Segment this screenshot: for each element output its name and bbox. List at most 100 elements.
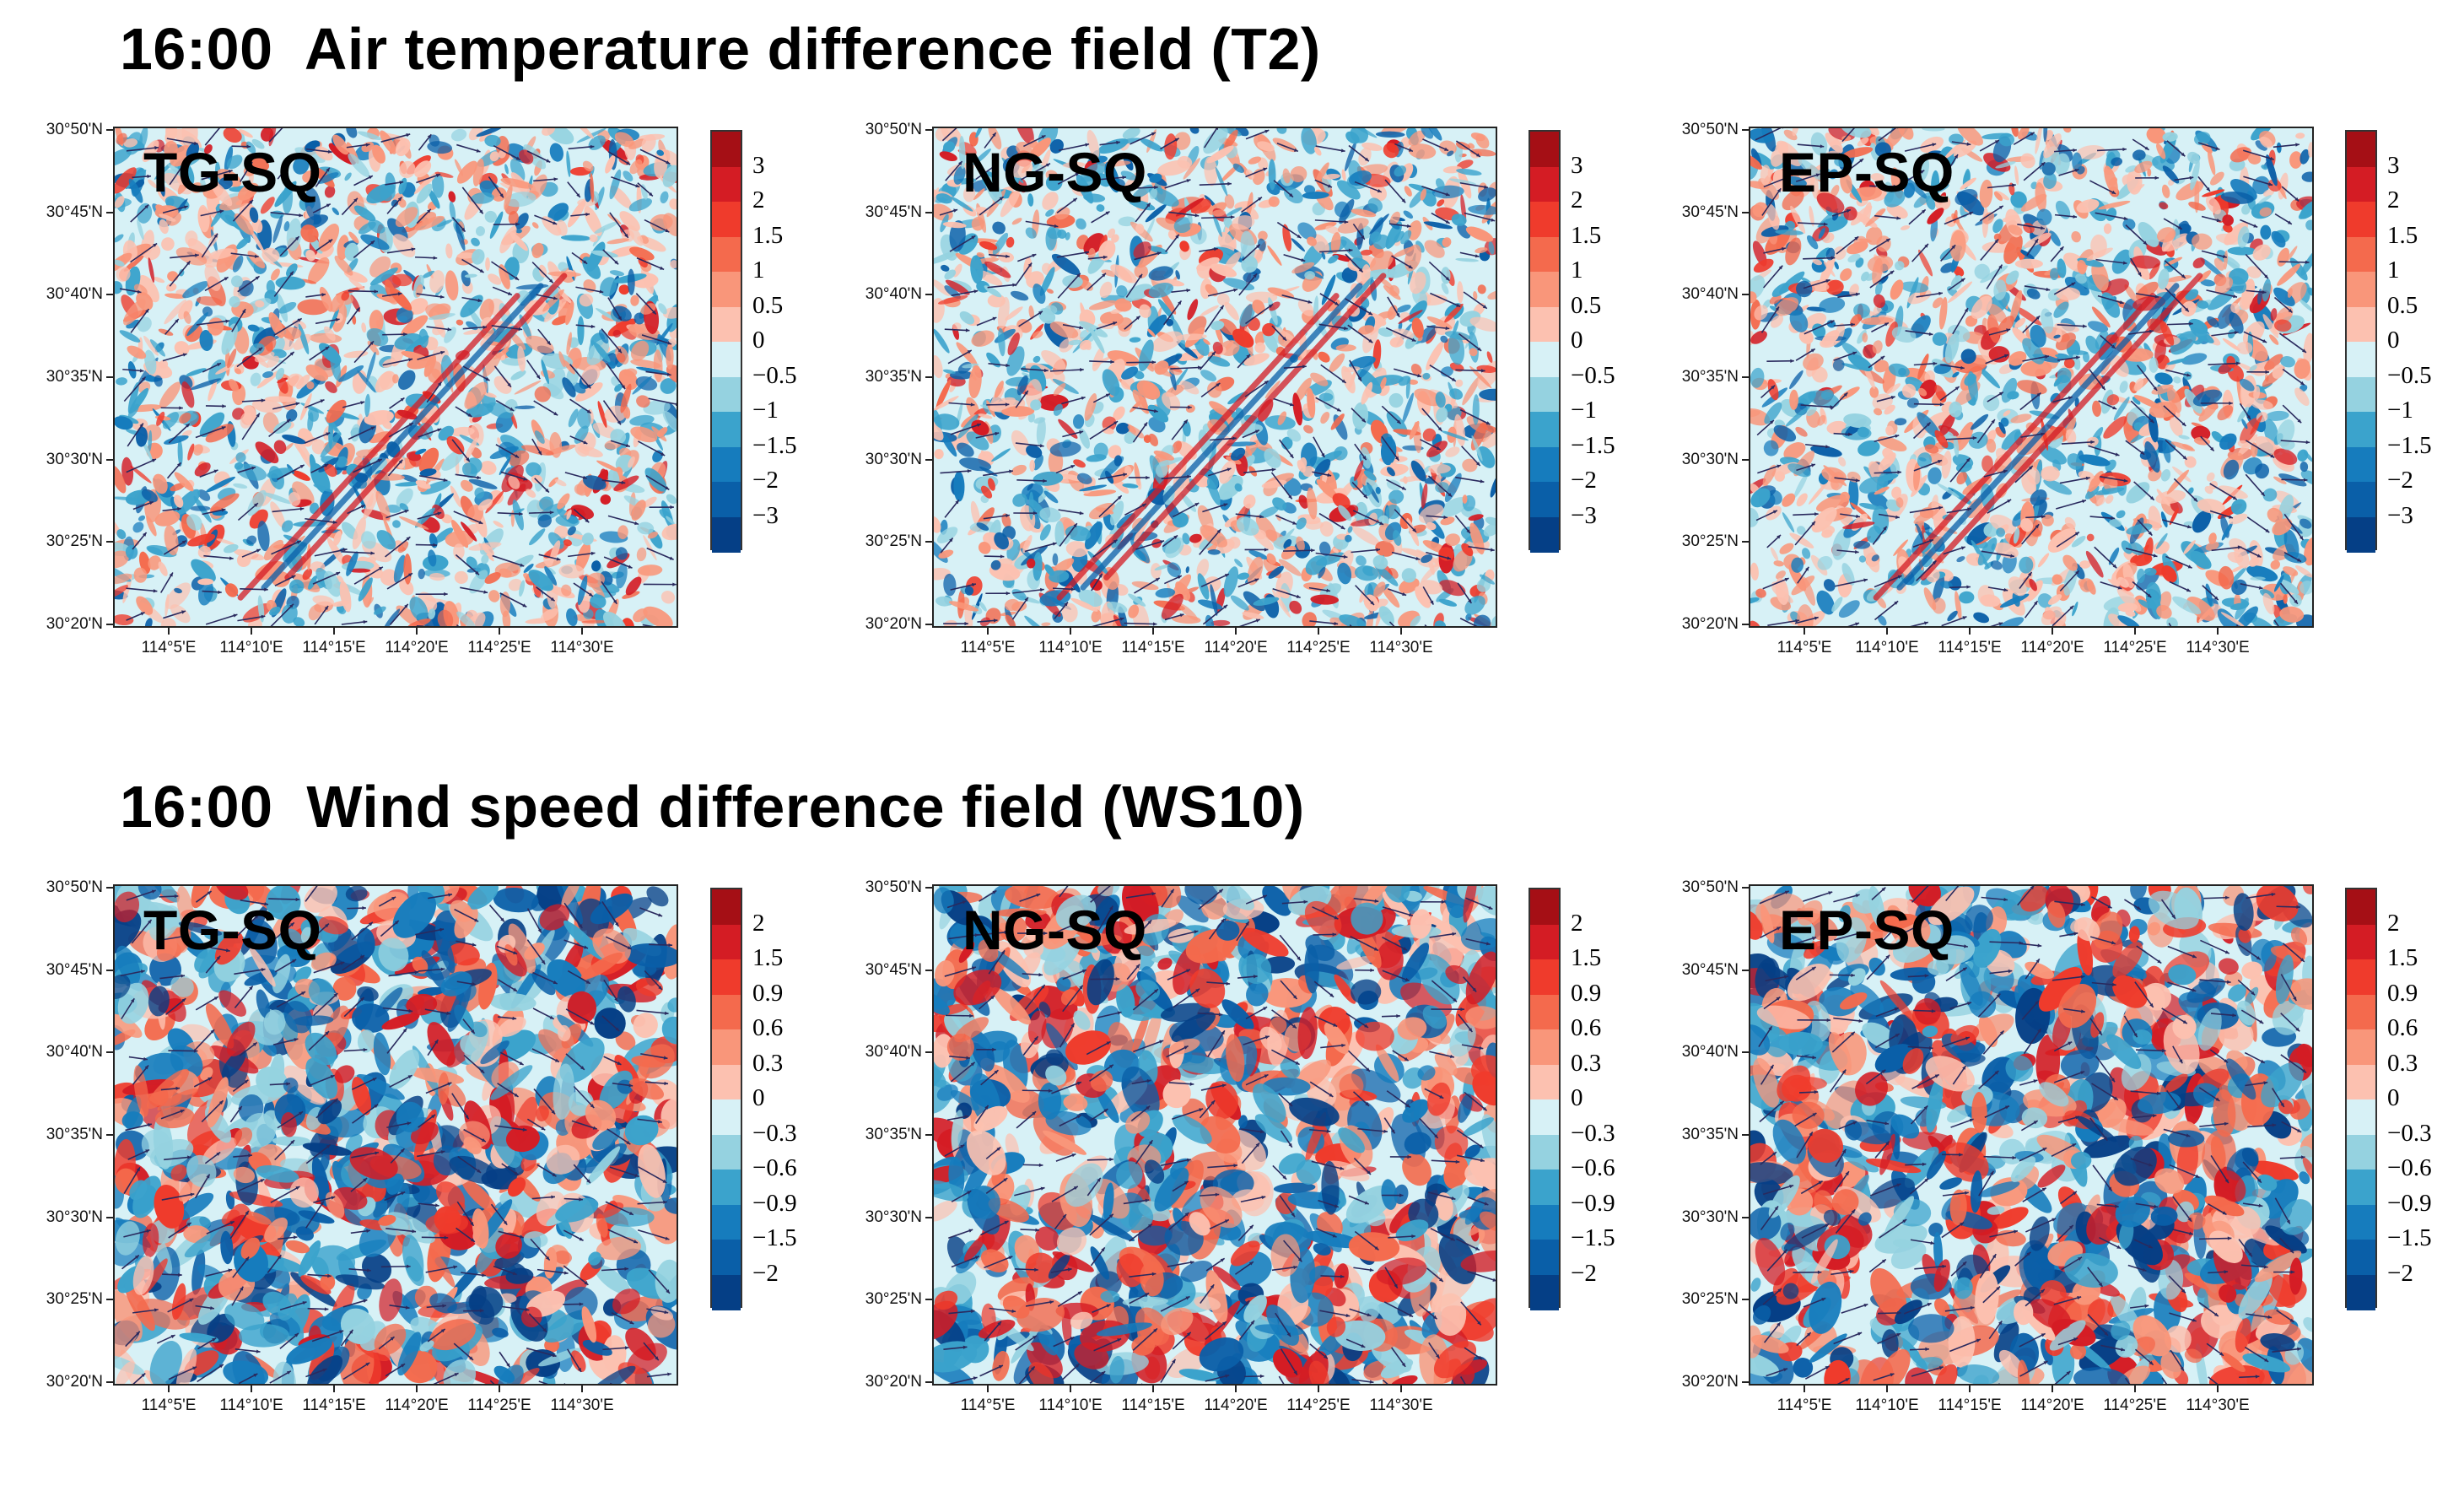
wind-vector <box>526 150 551 163</box>
field-cell <box>1255 515 1278 542</box>
wind-vector-head <box>576 193 580 197</box>
wind-vector <box>195 426 226 439</box>
field-cell <box>450 128 467 142</box>
wind-vector-head <box>1445 192 1450 197</box>
field-cell <box>640 303 656 315</box>
field-cell <box>558 564 585 579</box>
field-cell <box>1297 299 1314 316</box>
field-cell <box>1010 290 1029 301</box>
field-cell <box>348 278 365 291</box>
wind-vector-head <box>444 592 448 597</box>
wind-vector <box>1454 515 1471 534</box>
field-cell <box>542 216 562 236</box>
field-cell <box>934 516 941 533</box>
field-cell <box>647 532 658 539</box>
wind-vector-head <box>1216 529 1221 534</box>
field-cell <box>115 573 132 585</box>
field-cell <box>975 207 989 214</box>
field-cell <box>1045 209 1054 217</box>
field-cell <box>392 374 399 384</box>
wind-vector-head <box>553 177 558 181</box>
field-cell <box>956 342 978 367</box>
wind-vector-head <box>1253 273 1257 278</box>
wind-vector <box>602 400 622 425</box>
wind-vector-head <box>1070 587 1076 592</box>
field-cell <box>485 257 490 271</box>
field-cell <box>1053 383 1066 396</box>
field-cell <box>1283 478 1302 496</box>
field-cell <box>200 177 207 190</box>
wind-vector <box>1458 332 1482 352</box>
field-cell <box>251 138 265 149</box>
wind-vector <box>1097 473 1128 480</box>
field-cell <box>1076 473 1092 484</box>
field-cell <box>1103 170 1108 179</box>
wind-vector <box>1313 436 1325 458</box>
wind-vector-head <box>1223 503 1228 507</box>
field-cell <box>592 228 606 247</box>
wind-vector-head <box>1282 337 1286 341</box>
field-cell <box>1016 141 1033 156</box>
field-cell <box>1147 404 1169 423</box>
field-cell <box>1375 486 1381 494</box>
wind-vector <box>204 276 229 292</box>
wind-vector <box>1130 132 1157 145</box>
field-cell <box>239 280 254 297</box>
wind-vector <box>601 479 626 484</box>
wind-vector-head <box>1194 213 1200 218</box>
wind-vector <box>1429 365 1457 382</box>
field-cell <box>416 183 433 204</box>
lon-tick <box>416 628 418 635</box>
field-cell <box>943 573 957 597</box>
wind-vector <box>529 511 554 514</box>
wind-vector-head <box>556 557 561 561</box>
wind-vector-head <box>1230 215 1235 219</box>
wind-vector <box>1199 182 1232 186</box>
field-cell <box>270 348 287 359</box>
wind-vector <box>130 204 149 223</box>
field-cell <box>269 606 281 616</box>
field-cell <box>418 328 429 348</box>
field-cell <box>396 306 413 323</box>
field-cell <box>1028 305 1034 320</box>
field-cell <box>591 560 601 572</box>
field-cell <box>1203 338 1210 345</box>
field-cell <box>1488 241 1495 255</box>
field-cell <box>1354 565 1379 581</box>
field-cell <box>286 409 298 422</box>
field-cell <box>1100 311 1124 327</box>
field-cell <box>629 414 655 426</box>
wind-vector-head <box>1072 197 1077 203</box>
wind-vector-head <box>1143 422 1148 427</box>
field-cell <box>1167 562 1182 578</box>
wind-vector-head <box>1123 473 1127 477</box>
lon-tick-label: 114°30'E <box>550 639 614 656</box>
wind-vector-head <box>964 621 968 626</box>
wind-vector-head <box>1005 402 1010 407</box>
wind-vector-head <box>995 431 1000 436</box>
wind-vector <box>240 161 253 182</box>
field-cell <box>277 376 288 394</box>
wind-vector <box>645 370 671 376</box>
field-cell <box>1011 429 1030 456</box>
field-cell <box>376 294 396 303</box>
field-cell <box>1462 458 1478 473</box>
field-cell <box>461 462 477 478</box>
field-cell <box>1022 483 1043 500</box>
field-cell <box>1303 424 1313 434</box>
wind-vector-head <box>536 375 541 380</box>
wind-vector <box>126 458 157 473</box>
field-cell <box>399 579 414 596</box>
field-cell <box>358 577 373 602</box>
field-cell <box>1216 293 1230 306</box>
wind-vector-head <box>652 310 656 315</box>
field-cell <box>942 369 956 375</box>
field-cell <box>607 238 630 245</box>
field-cell <box>1296 536 1305 552</box>
field-cell <box>396 138 411 157</box>
field-cell <box>343 350 369 359</box>
wind-vector-head <box>626 161 631 165</box>
field-cell <box>621 618 634 626</box>
wind-vector <box>951 289 979 296</box>
wind-vector-head <box>1364 157 1369 162</box>
